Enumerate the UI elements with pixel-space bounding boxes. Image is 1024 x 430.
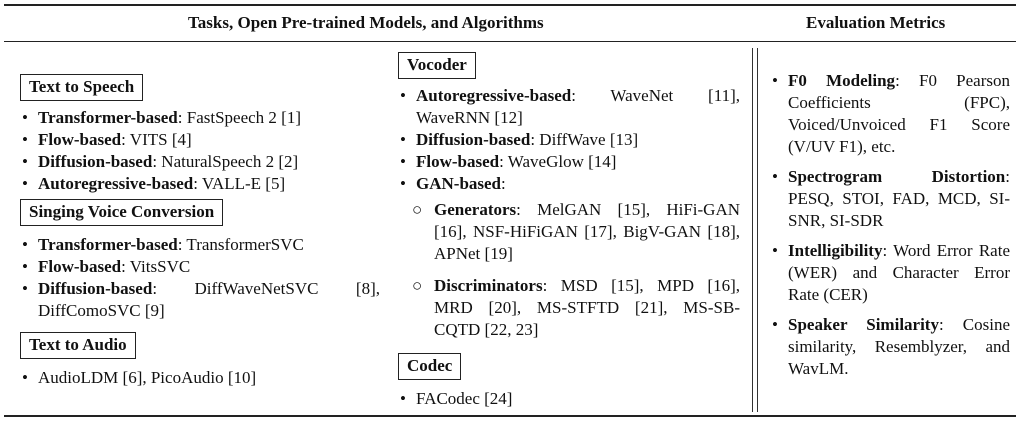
header-tasks: Tasks, Open Pre-trained Models, and Algo… (188, 13, 544, 32)
bullet-icon: • (400, 152, 406, 171)
list-item: • Flow-based: WaveGlow [14] (400, 152, 617, 171)
list-item: • AudioLDM [6], PicoAudio [10] (22, 368, 257, 387)
tta-list: • AudioLDM [6], PicoAudio [10] (20, 367, 380, 389)
vocoder-list: • Autoregressive-based: WaveNet [11], Wav… (398, 85, 740, 195)
bullet-icon: • (22, 152, 28, 171)
bullet-icon: • (400, 130, 406, 149)
section-title-tta: Text to Audio (20, 332, 136, 359)
bullet-icon: • (772, 315, 778, 334)
list-item: • GAN-based: (400, 174, 506, 193)
header-rule (4, 41, 1016, 42)
section-title-svc: Singing Voice Conversion (20, 199, 224, 226)
bullet-icon: • (400, 389, 406, 408)
bullet-icon: • (22, 235, 28, 254)
list-item: • Diffusion-based: DiffWave [13] (400, 130, 639, 149)
list-item: • Autoregressive-based: VALL-E [5] (22, 174, 286, 193)
metrics-list: • F0 Modeling: F0 Pearson Coefficients (F… (770, 70, 1010, 380)
circle-bullet-icon: ○ (412, 276, 423, 295)
bottom-rule (4, 415, 1016, 417)
list-item: ○ Generators: MelGAN [15], HiFi-GAN [16],… (412, 200, 740, 263)
list-item: ○ Discriminators: MSD [15], MPD [16], MRD… (412, 276, 740, 339)
left-column: Text to Speech • Transformer-based: FastS… (20, 74, 380, 389)
column-divider-left (752, 48, 753, 412)
bullet-icon: • (22, 174, 28, 193)
list-item: • Diffusion-based: NaturalSpeech 2 [2] (22, 152, 299, 171)
bullet-icon: • (772, 71, 778, 90)
header-metrics: Evaluation Metrics (806, 13, 946, 32)
bullet-icon: • (400, 86, 406, 105)
bullet-icon: • (772, 167, 778, 186)
list-item: • FACodec [24] (400, 389, 513, 408)
list-item: • Diffusion-based: DiffWaveNetSVC [8], Di… (22, 279, 380, 320)
circle-bullet-icon: ○ (412, 200, 423, 219)
list-item: • Transformer-based: TransformerSVC (22, 235, 304, 254)
codec-list: • FACodec [24] (398, 388, 740, 410)
bullet-icon: • (22, 257, 28, 276)
list-item: • Autoregressive-based: WaveNet [11], Wav… (400, 86, 740, 127)
bullet-icon: • (400, 174, 406, 193)
bullet-icon: • (22, 368, 28, 387)
section-title-vocoder: Vocoder (398, 52, 476, 79)
list-item: • Flow-based: VitsSVC (22, 257, 191, 276)
list-item: • F0 Modeling: F0 Pearson Coefficients (F… (772, 71, 1010, 156)
list-item: • Transformer-based: FastSpeech 2 [1] (22, 108, 301, 127)
list-item: • Spectrogram Distortion: PESQ, STOI, FAD… (772, 167, 1010, 230)
svc-list: • Transformer-based: TransformerSVC • Flow… (20, 234, 380, 322)
bullet-icon: • (22, 279, 28, 298)
tts-list: • Transformer-based: FastSpeech 2 [1] • Fl… (20, 107, 380, 195)
bullet-icon: • (772, 241, 778, 260)
gan-sublist: ○ Generators: MelGAN [15], HiFi-GAN [16],… (398, 199, 740, 341)
top-rule (4, 4, 1016, 6)
list-item: • Flow-based: VITS [4] (22, 130, 192, 149)
middle-column: Vocoder • Autoregressive-based: WaveNet [… (398, 52, 740, 410)
section-title-tts: Text to Speech (20, 74, 144, 101)
metrics-column: • F0 Modeling: F0 Pearson Coefficients (F… (770, 70, 1010, 380)
list-item: • Intelligibility: Word Error Rate (WER) … (772, 241, 1010, 304)
column-divider-right (757, 48, 758, 412)
list-item: • Speaker Similarity: Cosine similarity, … (772, 315, 1010, 378)
bullet-icon: • (22, 130, 28, 149)
section-title-codec: Codec (398, 353, 462, 380)
bullet-icon: • (22, 108, 28, 127)
